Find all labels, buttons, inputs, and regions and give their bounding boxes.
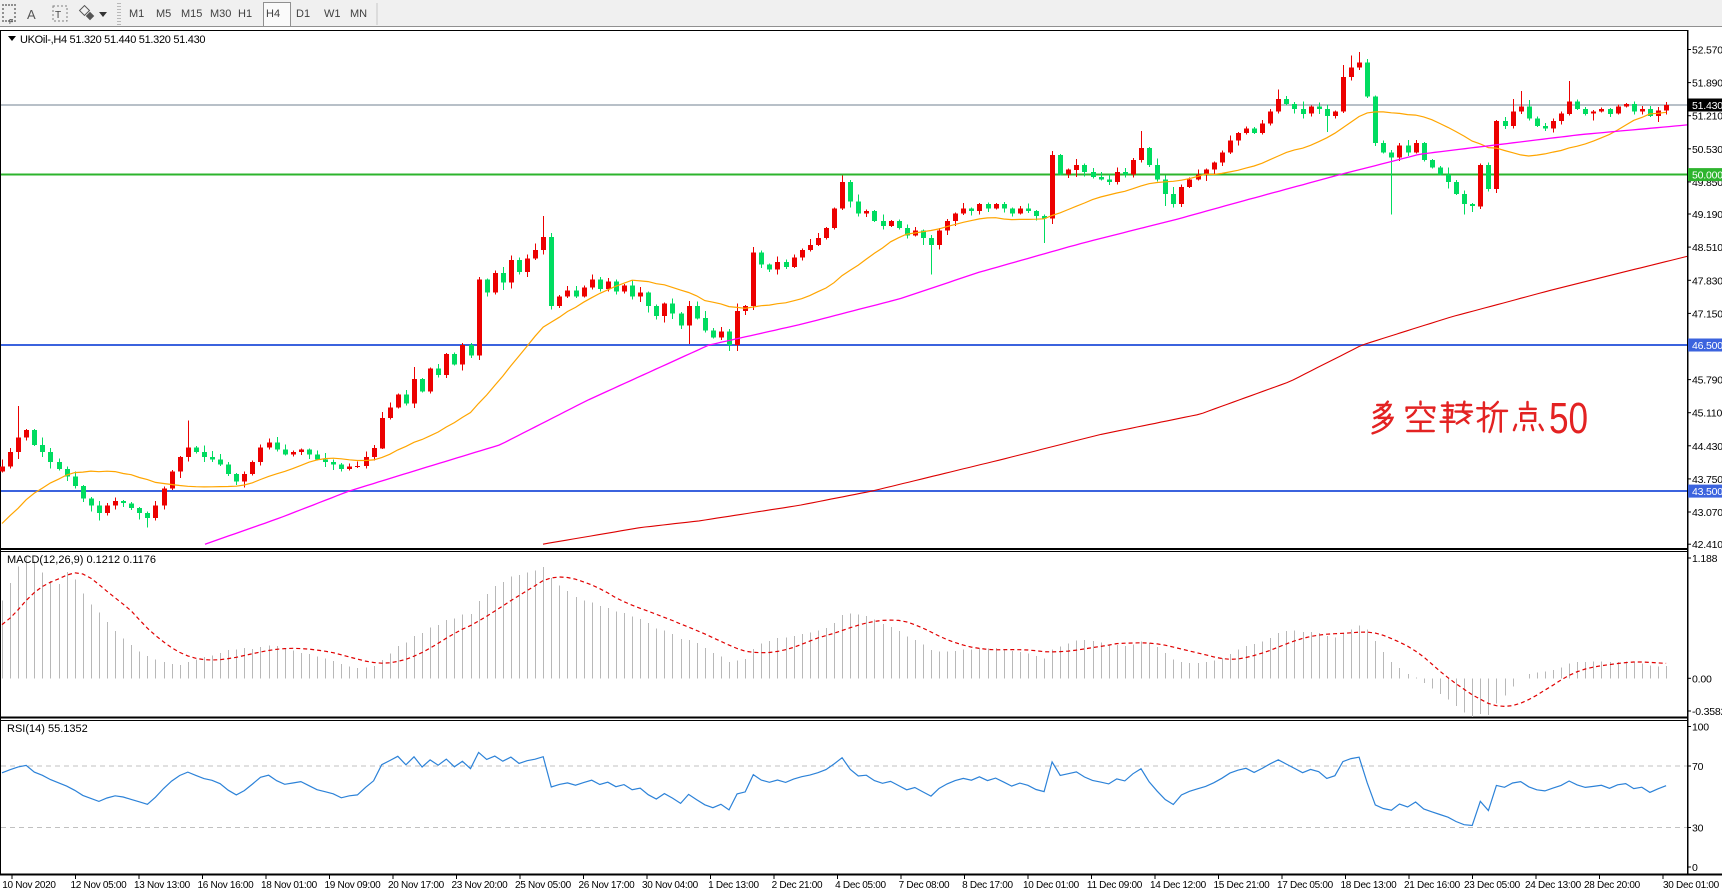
svg-text:26 Nov 17:00: 26 Nov 17:00: [579, 880, 636, 891]
svg-text:23 Dec 05:00: 23 Dec 05:00: [1464, 880, 1521, 891]
svg-text:13 Nov 13:00: 13 Nov 13:00: [134, 880, 191, 891]
svg-text:30 Nov 04:00: 30 Nov 04:00: [642, 880, 699, 891]
svg-text:51.430: 51.430: [1692, 100, 1722, 112]
svg-text:15 Dec 21:00: 15 Dec 21:00: [1214, 880, 1271, 891]
svg-text:0: 0: [1692, 862, 1698, 874]
svg-text:21 Dec 16:00: 21 Dec 16:00: [1404, 880, 1461, 891]
svg-text:8 Dec 17:00: 8 Dec 17:00: [962, 880, 1013, 891]
svg-text:T: T: [55, 10, 61, 21]
svg-text:24 Dec 13:00: 24 Dec 13:00: [1525, 880, 1582, 891]
svg-text:48.510: 48.510: [1692, 242, 1722, 254]
svg-text:52.570: 52.570: [1692, 45, 1722, 57]
svg-text:46.500: 46.500: [1692, 340, 1722, 352]
svg-text:30 Dec 01:00: 30 Dec 01:00: [1663, 880, 1720, 891]
svg-text:17 Dec 05:00: 17 Dec 05:00: [1277, 880, 1334, 891]
svg-text:42.410: 42.410: [1692, 539, 1722, 551]
svg-text:A: A: [27, 7, 36, 22]
svg-text:11 Dec 09:00: 11 Dec 09:00: [1087, 880, 1143, 891]
svg-text:50: 50: [1549, 394, 1588, 443]
svg-text:MACD(12,26,9) 0.1212 0.1176: MACD(12,26,9) 0.1212 0.1176: [7, 554, 156, 566]
svg-text:0.00: 0.00: [1692, 673, 1712, 685]
svg-text:RSI(14) 55.1352: RSI(14) 55.1352: [7, 723, 88, 735]
svg-text:1 Dec 13:00: 1 Dec 13:00: [708, 880, 759, 891]
svg-text:50.530: 50.530: [1692, 144, 1722, 156]
svg-text:18 Dec 13:00: 18 Dec 13:00: [1341, 880, 1398, 891]
svg-text:49.190: 49.190: [1692, 209, 1722, 221]
svg-text:10 Dec 01:00: 10 Dec 01:00: [1023, 880, 1080, 891]
svg-text:51.210: 51.210: [1692, 111, 1722, 123]
svg-text:70: 70: [1692, 761, 1704, 773]
svg-text:25 Nov 05:00: 25 Nov 05:00: [515, 880, 572, 891]
svg-text:47.150: 47.150: [1692, 308, 1722, 320]
svg-text:43.500: 43.500: [1692, 486, 1722, 498]
svg-text:4 Dec 05:00: 4 Dec 05:00: [835, 880, 886, 891]
svg-text:43.750: 43.750: [1692, 474, 1722, 486]
svg-text:F: F: [9, 19, 13, 26]
svg-text:2 Dec 21:00: 2 Dec 21:00: [772, 880, 823, 891]
svg-text:16 Nov 16:00: 16 Nov 16:00: [198, 880, 255, 891]
svg-text:7 Dec 08:00: 7 Dec 08:00: [899, 880, 950, 891]
svg-text:44.430: 44.430: [1692, 441, 1722, 453]
svg-text:23 Nov 20:00: 23 Nov 20:00: [452, 880, 509, 891]
svg-text:51.890: 51.890: [1692, 78, 1722, 90]
svg-text:10 Nov 2020: 10 Nov 2020: [2, 880, 56, 891]
svg-text:47.830: 47.830: [1692, 275, 1722, 287]
svg-text:43.070: 43.070: [1692, 507, 1722, 519]
svg-text:18 Nov 01:00: 18 Nov 01:00: [261, 880, 318, 891]
svg-text:30: 30: [1692, 823, 1704, 835]
svg-text:45.790: 45.790: [1692, 375, 1722, 387]
svg-text:-0.3582: -0.3582: [1692, 706, 1722, 718]
svg-text:45.110: 45.110: [1692, 408, 1722, 420]
svg-text:20 Nov 17:00: 20 Nov 17:00: [388, 880, 445, 891]
svg-text:UKOil-,H4 51.320 51.440 51.32: UKOil-,H4 51.320 51.440 51.320 51.430: [20, 34, 205, 46]
svg-text:12 Nov 05:00: 12 Nov 05:00: [71, 880, 128, 891]
svg-text:100: 100: [1692, 722, 1709, 734]
svg-text:14 Dec 12:00: 14 Dec 12:00: [1150, 880, 1207, 891]
svg-text:1.188: 1.188: [1692, 553, 1718, 565]
svg-text:28 Dec 20:00: 28 Dec 20:00: [1584, 880, 1641, 891]
svg-text:50.000: 50.000: [1692, 170, 1722, 182]
svg-text:19 Nov 09:00: 19 Nov 09:00: [325, 880, 382, 891]
